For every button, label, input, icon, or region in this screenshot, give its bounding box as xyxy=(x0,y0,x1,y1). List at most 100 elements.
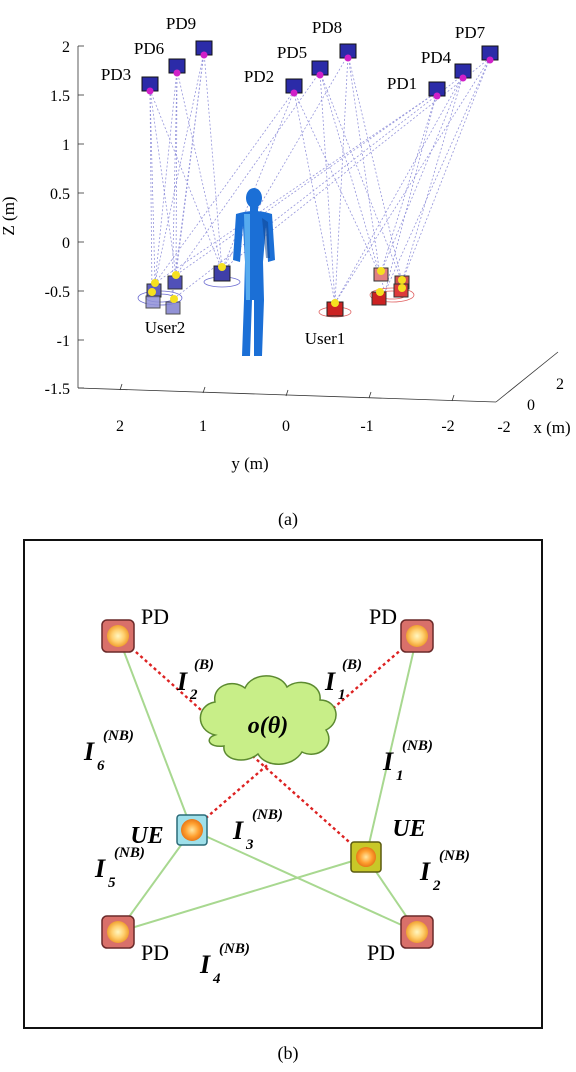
y-axis-line xyxy=(77,387,497,403)
human-obstacle-figure xyxy=(233,188,275,356)
pd-bottom-right xyxy=(400,915,434,949)
z-tick-label: 0 xyxy=(62,235,70,252)
obstacle-label: o(θ) xyxy=(248,713,288,739)
user2-devices xyxy=(137,263,241,315)
z-axis-ticks: 2 1.5 1 0.5 0 -0.5 -1 -1.5 xyxy=(45,39,84,398)
svg-text:I: I xyxy=(199,950,211,979)
pd-label-top-right: PD xyxy=(369,604,397,629)
z-tick-label: -0.5 xyxy=(45,284,70,301)
ue-label-left: UE xyxy=(130,823,163,849)
svg-text:I: I xyxy=(419,857,431,886)
pd6-box xyxy=(168,58,186,77)
y-tick-label: 1 xyxy=(199,418,207,435)
svg-text:I: I xyxy=(382,747,394,776)
user1-devices xyxy=(318,267,415,318)
link-label-i6-nb: I 6 (NB) xyxy=(83,728,134,774)
link-label-i3-nb: I 3 (NB) xyxy=(232,807,283,853)
pd2-box xyxy=(285,78,303,97)
svg-text:2: 2 xyxy=(189,687,198,703)
z-tick-label: -1 xyxy=(57,333,70,350)
pd6-label: PD6 xyxy=(134,39,164,58)
z-tick-label: 0.5 xyxy=(50,186,70,203)
user1-label: User1 xyxy=(305,329,346,348)
pd-label-bottom-right: PD xyxy=(367,940,395,965)
user2-label: User2 xyxy=(145,318,186,337)
link-label-i1-nb: I 1 (NB) xyxy=(382,738,433,784)
svg-text:I: I xyxy=(176,667,188,696)
ue-right xyxy=(350,841,382,873)
pd9-box xyxy=(195,40,213,59)
svg-text:2: 2 xyxy=(432,878,441,894)
svg-text:I: I xyxy=(83,737,95,766)
figure-a-3d-plot: 2 1.5 1 0.5 0 -0.5 -1 -1.5 Z (m) 2 1 0 -… xyxy=(0,14,571,473)
figure-b-diagram: o(θ) PD PD PD PD U xyxy=(23,539,543,1029)
x-axis-ticks: 2 0 -2 xyxy=(497,376,564,436)
y-tick-label: 0 xyxy=(282,418,290,435)
svg-text:4: 4 xyxy=(212,971,221,987)
pd-label-top-left: PD xyxy=(141,604,169,629)
svg-text:1: 1 xyxy=(396,768,404,784)
svg-text:(NB): (NB) xyxy=(402,738,433,754)
svg-text:3: 3 xyxy=(245,837,254,853)
pd5-label: PD5 xyxy=(277,43,307,62)
pd8-label: PD8 xyxy=(312,18,342,37)
pd7-box xyxy=(481,45,499,64)
caption-b: (b) xyxy=(278,1043,299,1064)
svg-text:(NB): (NB) xyxy=(219,941,250,957)
z-axis-label: Z (m) xyxy=(0,196,18,235)
svg-text:I: I xyxy=(94,854,106,883)
pd3-label: PD3 xyxy=(101,65,131,84)
blocked-links xyxy=(117,635,418,858)
pd-receivers xyxy=(141,40,499,100)
y-tick-label: -1 xyxy=(360,418,373,435)
pd1-label: PD1 xyxy=(387,74,417,93)
pd9-label: PD9 xyxy=(166,14,196,33)
pd5-box xyxy=(311,60,329,79)
z-tick-label: 2 xyxy=(62,39,70,56)
svg-text:1: 1 xyxy=(338,687,346,703)
svg-text:(NB): (NB) xyxy=(103,728,134,744)
pd-label-bottom-left: PD xyxy=(141,940,169,965)
svg-text:I: I xyxy=(324,667,336,696)
link-label-i2-nb: I 2 (NB) xyxy=(419,848,470,894)
svg-text:I: I xyxy=(232,816,244,845)
pd-bottom-left xyxy=(101,915,135,949)
pd1-box xyxy=(428,81,446,100)
y-tick-label: 2 xyxy=(116,418,124,435)
room-frame xyxy=(23,539,543,1029)
x-tick-label: 0 xyxy=(527,397,535,414)
link-label-i4-nb: I 4 (NB) xyxy=(199,941,250,987)
pd7-label: PD7 xyxy=(455,23,486,42)
z-tick-label: -1.5 xyxy=(45,381,70,398)
pd3-box xyxy=(141,76,159,95)
y-tick-label: -2 xyxy=(441,418,454,435)
pd-labels: PD9 PD6 PD3 PD8 PD5 PD2 PD7 PD4 PD1 xyxy=(101,14,486,93)
pd2-label: PD2 xyxy=(244,67,274,86)
x-tick-label: -2 xyxy=(497,419,510,436)
obstacle-cloud xyxy=(199,675,337,765)
svg-text:(NB): (NB) xyxy=(252,807,283,823)
svg-text:(NB): (NB) xyxy=(114,845,145,861)
pd-top-left xyxy=(101,619,135,653)
z-tick-label: 1.5 xyxy=(50,88,70,105)
vlc-link-lines xyxy=(149,51,491,304)
link-label-i2-b: I 2 (B) xyxy=(176,657,214,703)
y-axis-ticks: 2 1 0 -1 -2 xyxy=(116,383,455,435)
ue-left xyxy=(176,814,208,846)
ue-label-right: UE xyxy=(392,816,425,842)
x-axis-label: x (m) xyxy=(533,418,570,437)
svg-text:(B): (B) xyxy=(194,657,214,673)
link-label-i5-nb: I 5 (NB) xyxy=(94,845,145,891)
los-links xyxy=(117,635,418,933)
pd4-box xyxy=(454,63,472,82)
svg-text:6: 6 xyxy=(97,758,105,774)
pd4-label: PD4 xyxy=(421,48,452,67)
z-tick-label: 1 xyxy=(62,137,70,154)
x-axis-line xyxy=(495,351,559,403)
x-tick-label: 2 xyxy=(556,376,564,393)
caption-a: (a) xyxy=(278,509,298,530)
svg-text:(B): (B) xyxy=(342,657,362,673)
svg-text:(NB): (NB) xyxy=(439,848,470,864)
y-axis-label: y (m) xyxy=(231,454,268,473)
